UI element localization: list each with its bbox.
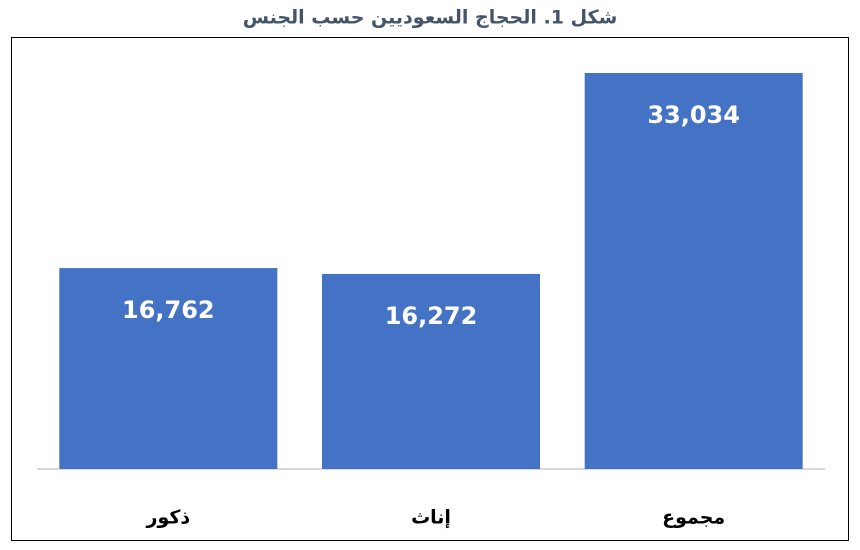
x-tick-label: إناث xyxy=(411,507,451,529)
bar xyxy=(584,73,803,469)
value-label: 33,034 xyxy=(647,101,740,129)
value-label: 16,762 xyxy=(122,296,215,324)
bar xyxy=(322,273,540,469)
bar xyxy=(59,268,278,469)
value-label: 16,272 xyxy=(385,302,478,330)
x-tick-label: ذكور xyxy=(146,507,191,529)
x-tick-label: مجموع xyxy=(662,507,725,529)
chart-title: شكل 1. الحجاج السعوديين حسب الجنس xyxy=(243,7,618,29)
chart-frame xyxy=(11,37,849,541)
